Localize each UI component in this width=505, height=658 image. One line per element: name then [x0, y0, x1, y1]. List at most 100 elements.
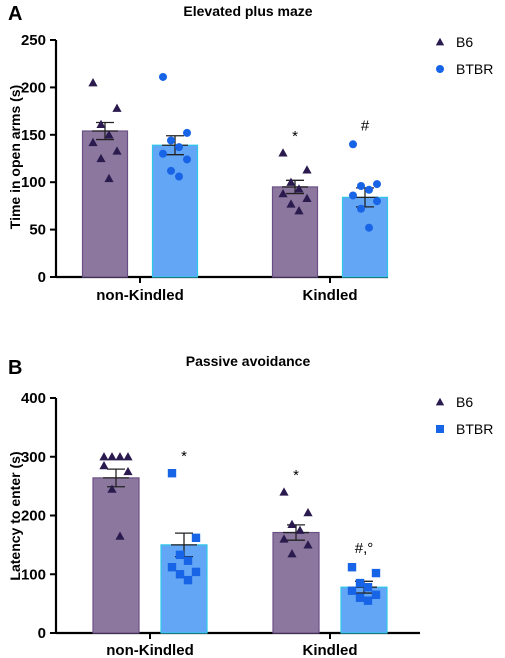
data-point-btbr: [357, 181, 365, 190]
data-point-b6: [286, 177, 296, 186]
data-point-btbr: [357, 204, 365, 213]
data-point-b6: [294, 184, 304, 193]
data-point-b6: [112, 146, 122, 155]
data-point-b6: [302, 165, 312, 174]
bar-b6: [272, 531, 320, 634]
legend-label-btbr: BTBR: [456, 61, 493, 77]
data-point-btbr: [183, 556, 193, 565]
data-point-b6: [104, 130, 114, 139]
x-category-label: non-Kindled: [106, 642, 193, 658]
bar-b6: [81, 130, 129, 278]
data-point-b6: [294, 206, 304, 215]
y-tick-label: 200: [21, 79, 46, 96]
data-point-btbr: [167, 563, 177, 572]
y-axis-label-a: Time in open arms (s): [7, 85, 23, 229]
y-tick-label: 300: [21, 449, 46, 466]
data-point-btbr: [183, 575, 193, 585]
legend-label-b6: B6: [456, 34, 473, 50]
legend-marker-btbr: [436, 65, 444, 73]
data-point-b6: [99, 452, 109, 461]
bar-btbr: [151, 144, 199, 278]
data-point-b6: [99, 460, 109, 470]
data-point-btbr: [191, 567, 201, 577]
data-point-b6: [96, 153, 106, 163]
data-point-btbr: [373, 197, 381, 206]
plot-area-a: 0 50 100 150 200 250 non-Kindled Kindled * #: [21, 32, 389, 304]
data-point-b6: [88, 78, 98, 87]
plot-area-b: 0 100 200 300 400 non-Kindled Kindled * * #,°: [21, 390, 420, 658]
y-tick-label: 400: [21, 390, 46, 407]
data-point-btbr: [183, 128, 191, 137]
data-point-btbr: [167, 136, 175, 145]
data-point-btbr: [355, 593, 365, 602]
data-point-btbr: [175, 570, 185, 579]
data-point-b6: [278, 188, 288, 198]
x-category-label: Kindled: [303, 642, 358, 658]
data-point-b6: [115, 531, 125, 540]
y-tick-label: 100: [21, 566, 46, 583]
data-point-b6: [287, 549, 297, 558]
legend-marker-b6: [435, 397, 445, 406]
data-point-btbr: [347, 563, 357, 572]
data-point-b6: [123, 466, 133, 476]
data-point-btbr: [159, 149, 167, 158]
bar-b6: [271, 186, 319, 278]
panel-letter-b: B: [8, 357, 22, 379]
data-point-b6: [302, 193, 312, 202]
data-point-b6: [287, 519, 297, 528]
data-point-btbr: [175, 550, 185, 560]
significance-annotation: *: [293, 467, 299, 484]
data-point-btbr: [373, 180, 381, 189]
data-point-btbr: [349, 140, 357, 149]
y-tick-label: 100: [21, 174, 46, 191]
significance-annotation: #,°: [355, 540, 374, 557]
significance-annotation: #: [361, 117, 370, 134]
data-point-b6: [278, 148, 288, 157]
y-tick-label: 150: [21, 127, 46, 144]
data-point-btbr: [355, 578, 365, 588]
data-point-btbr: [167, 469, 177, 478]
data-point-btbr: [347, 586, 357, 595]
data-point-btbr: [349, 191, 357, 200]
data-point-b6: [303, 540, 313, 549]
data-point-btbr: [167, 166, 175, 175]
data-point-btbr: [363, 596, 373, 605]
data-point-btbr: [175, 172, 183, 181]
legend-marker-btbr: [436, 425, 444, 433]
significance-annotation: *: [181, 448, 187, 465]
y-tick-label: 0: [38, 269, 46, 286]
data-point-b6: [107, 452, 117, 461]
data-point-b6: [112, 103, 122, 112]
y-axis-label-b: Latency to enter (s): [7, 451, 23, 580]
data-point-btbr: [371, 568, 381, 578]
chart-title-a: Elevated plus maze: [183, 3, 312, 19]
data-point-btbr: [175, 143, 183, 152]
y-tick-label: 50: [29, 222, 46, 239]
data-point-b6: [295, 525, 305, 534]
legend-a: B6 BTBR: [435, 34, 493, 77]
y-tick-label: 250: [21, 32, 46, 49]
data-point-b6: [107, 484, 117, 493]
data-point-b6: [303, 507, 313, 517]
data-point-b6: [123, 452, 133, 461]
legend-marker-b6: [435, 37, 445, 46]
data-point-btbr: [365, 223, 373, 232]
y-tick-label: 200: [21, 508, 46, 525]
x-category-label: Kindled: [303, 287, 358, 304]
data-point-btbr: [371, 590, 381, 600]
data-point-b6: [279, 534, 289, 543]
y-tick-label: 0: [38, 625, 46, 642]
data-point-btbr: [363, 582, 373, 592]
data-point-b6: [96, 119, 106, 129]
legend-label-btbr: BTBR: [456, 421, 493, 437]
panel-letter-a: A: [8, 3, 22, 25]
data-point-b6: [286, 199, 296, 208]
x-category-label: non-Kindled: [96, 287, 183, 304]
legend-b: B6 BTBR: [435, 394, 493, 437]
data-point-btbr: [183, 155, 191, 164]
bar-b6: [92, 477, 140, 634]
data-point-btbr: [159, 72, 167, 81]
data-point-b6: [104, 173, 114, 183]
significance-annotation: *: [292, 128, 298, 145]
